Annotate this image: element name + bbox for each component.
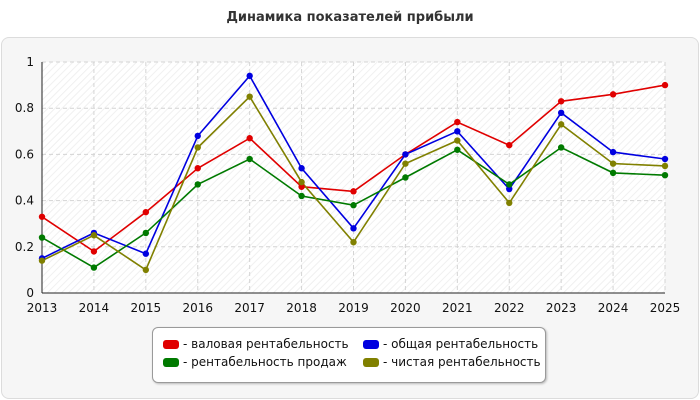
data-point <box>194 132 201 140</box>
data-point <box>661 155 669 163</box>
data-point <box>142 229 150 237</box>
legend-item: - общая рентабельность <box>363 337 538 351</box>
data-point <box>454 146 461 153</box>
data-point <box>38 257 46 264</box>
legend-label: - общая рентабельность <box>383 337 539 351</box>
legend-item: - валовая рентабельность <box>163 337 349 351</box>
data-point <box>38 213 46 220</box>
data-point <box>246 135 253 142</box>
data-point <box>609 169 617 177</box>
legend: - валовая рентабельность - общая рентабе… <box>152 327 546 383</box>
data-point <box>454 137 461 144</box>
x-tick-label: 2023 <box>546 301 577 315</box>
data-point <box>609 148 617 156</box>
legend-swatch <box>163 357 179 367</box>
data-point <box>90 248 98 255</box>
data-point <box>506 141 513 149</box>
data-point <box>350 188 357 195</box>
data-point <box>194 181 201 188</box>
axes <box>41 62 665 294</box>
data-point <box>454 128 461 135</box>
legend-swatch <box>163 339 179 349</box>
x-tick-label: 2019 <box>338 301 369 315</box>
data-point <box>298 192 305 200</box>
x-axis-ticks: 2013 2014 2015 2016 2017 2018 2019 2020 2021 2022… <box>27 301 681 315</box>
chart-title: Динамика показателей прибыли <box>226 10 474 25</box>
data-point <box>246 72 253 80</box>
legend-swatch <box>363 357 379 367</box>
y-tick-label: 0 <box>26 286 34 300</box>
data-point <box>90 264 98 271</box>
data-point <box>402 160 409 167</box>
data-point <box>609 160 617 167</box>
x-tick-label: 2014 <box>79 301 110 315</box>
data-point <box>557 121 565 128</box>
data-point <box>246 93 253 100</box>
legend-swatch <box>363 339 379 349</box>
data-point <box>454 118 461 126</box>
y-tick-label: 0.2 <box>15 240 34 254</box>
x-tick-label: 2015 <box>131 301 162 315</box>
data-point <box>298 183 305 190</box>
data-point <box>557 144 565 151</box>
data-point <box>38 234 46 241</box>
series-group <box>38 72 669 274</box>
data-point <box>246 155 253 163</box>
data-point <box>557 98 565 105</box>
data-point <box>661 81 669 89</box>
x-tick-label: 2018 <box>286 301 317 315</box>
data-point <box>142 208 150 216</box>
data-point <box>506 181 513 188</box>
data-point <box>350 225 357 232</box>
data-point <box>609 91 617 98</box>
data-point <box>402 151 409 158</box>
legend-label: - чистая рентабельность <box>383 355 541 369</box>
x-tick-label: 2020 <box>390 301 421 315</box>
data-point <box>661 171 669 179</box>
data-point <box>506 185 513 193</box>
data-point <box>142 250 150 257</box>
legend-item: - рентабельность продаж <box>163 355 347 369</box>
legend-label: - рентабельность продаж <box>183 355 347 369</box>
x-tick-label: 2021 <box>442 301 473 315</box>
data-point <box>402 174 409 181</box>
data-point <box>194 165 201 172</box>
x-tick-label: 2022 <box>494 301 525 315</box>
data-point <box>194 144 201 151</box>
data-point <box>90 232 98 239</box>
x-tick-label: 2016 <box>182 301 213 315</box>
y-axis-ticks: 0 0.2 0.4 0.6 0.8 1 <box>15 55 34 300</box>
y-tick-label: 0.6 <box>15 147 34 161</box>
y-tick-label: 0.4 <box>15 194 34 208</box>
data-point <box>298 178 305 186</box>
x-tick-label: 2013 <box>27 301 58 315</box>
x-tick-label: 2025 <box>650 301 681 315</box>
data-point <box>350 238 357 246</box>
y-tick-label: 0.8 <box>15 101 34 115</box>
data-point <box>142 266 150 274</box>
legend-item: - чистая рентабельность <box>363 355 541 369</box>
data-point <box>557 109 565 117</box>
y-tick-label: 1 <box>26 55 34 69</box>
x-tick-label: 2024 <box>598 301 629 315</box>
data-point <box>661 162 669 170</box>
legend-label: - валовая рентабельность <box>183 337 349 351</box>
data-point <box>298 165 305 172</box>
grid-lines <box>42 61 666 293</box>
data-point <box>350 202 357 209</box>
data-point <box>506 199 513 207</box>
x-tick-label: 2017 <box>234 301 265 315</box>
